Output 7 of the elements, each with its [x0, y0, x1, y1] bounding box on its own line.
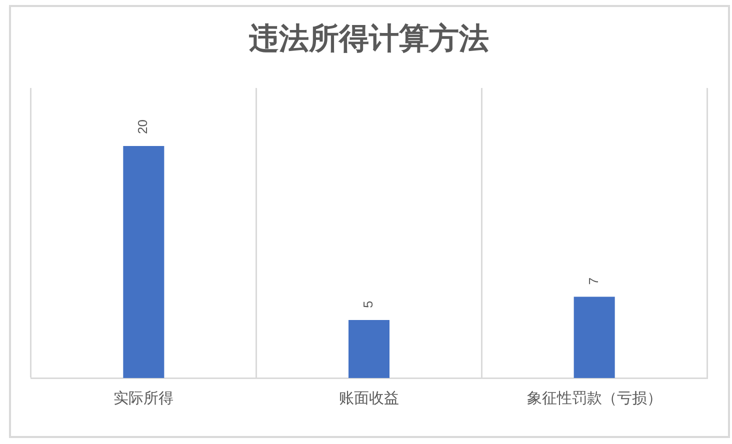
x-tick-label: 实际所得 — [114, 390, 174, 408]
data-label: 5 — [360, 300, 376, 308]
chart-title: 违法所得计算方法 — [248, 21, 489, 56]
x-tick-label: 账面收益 — [339, 390, 399, 408]
x-tick-label: 象征性罚款（亏损） — [526, 390, 662, 408]
data-label: 20 — [135, 120, 150, 134]
data-label: 7 — [586, 278, 601, 285]
